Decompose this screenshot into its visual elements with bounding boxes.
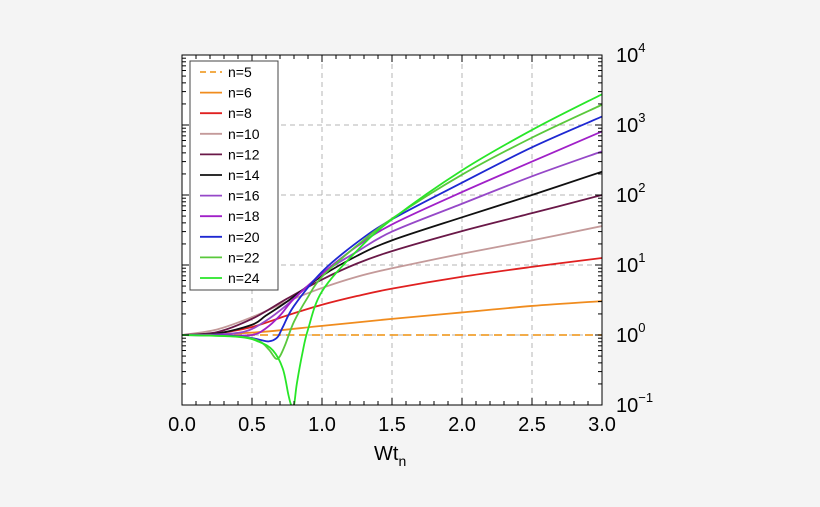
x-tick-label: 2.5 — [518, 414, 546, 436]
x-tick-label: 0.0 — [168, 414, 196, 436]
legend-label: n=5 — [228, 64, 252, 80]
x-tick-label: 1.0 — [308, 414, 336, 436]
y-tick-label: 102 — [616, 180, 645, 207]
y-tick-label: 104 — [616, 40, 645, 67]
y-tick-label: 10−1 — [616, 390, 653, 417]
x-tick-label: 0.5 — [238, 414, 266, 436]
legend-label: n=10 — [228, 126, 260, 142]
y-tick-label: 100 — [616, 320, 645, 347]
legend: n=5 n=6 n=8 n=10 n=12 n=14 n=16 n=18 n=20 n=22 n=2… — [189, 60, 279, 291]
series-line-n-6 — [182, 300, 602, 336]
x-tick-label: 3.0 — [588, 414, 616, 436]
y-tick-labels: 10−1 100 101 102 103 104 — [616, 40, 653, 417]
y-tick-label: 101 — [616, 250, 645, 277]
series-line-n-10 — [182, 225, 602, 336]
x-tick-label: 1.5 — [378, 414, 406, 436]
x-axis-title: Wtn — [374, 443, 406, 469]
legend-label: n=20 — [228, 229, 260, 245]
legend-label: n=14 — [228, 167, 260, 183]
legend-label: n=18 — [228, 208, 260, 224]
series-line-n-24 — [182, 93, 602, 405]
legend-label: n=12 — [228, 146, 260, 162]
legend-label: n=16 — [228, 188, 260, 204]
series-lines — [182, 93, 602, 405]
series-line-n-12 — [182, 194, 602, 336]
y-tick-label: 103 — [616, 110, 645, 137]
axis-ticks — [181, 54, 603, 406]
x-tick-label: 2.0 — [448, 414, 476, 436]
legend-label: n=8 — [228, 105, 252, 121]
series-line-n-20 — [182, 115, 602, 343]
legend-label: n=24 — [228, 270, 260, 286]
legend-label: n=22 — [228, 249, 260, 265]
legend-label: n=6 — [228, 85, 252, 101]
x-tick-labels: 0.0 0.5 1.0 1.5 2.0 2.5 3.0 — [168, 414, 616, 436]
